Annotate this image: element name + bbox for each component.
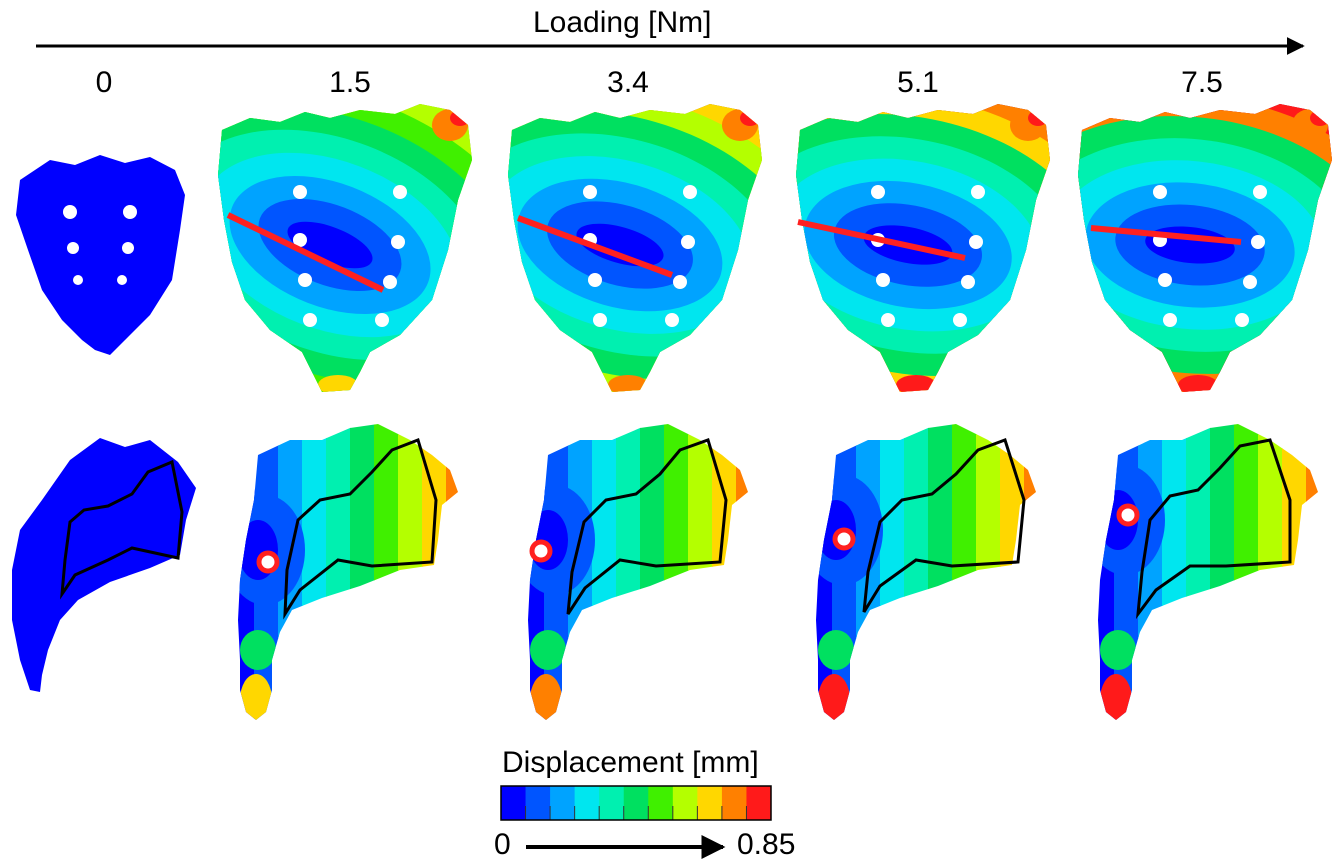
panel-1-5-axis-line [226,212,385,293]
loading-value-1-5: 1.5 [329,66,371,99]
panel-3-4-region-outline [566,438,728,615]
legend-frame [500,785,772,821]
panel-7-5-axis-line [1090,225,1242,245]
loading-value-5-1: 5.1 [897,66,939,99]
panel-0-side-view [12,438,196,692]
loading-value-7-5: 7.5 [1181,66,1223,99]
axis-title: Loading [Nm] [533,6,712,39]
panel-3-4-axis-line [516,215,674,278]
legend-colorbar [501,786,772,820]
legend-title: Displacement [mm] [502,746,759,779]
legend-color-cell [501,786,527,820]
legend-min-label: 0 [494,828,511,861]
panel-0-front-view [16,155,185,355]
panel-3-4-side-view [528,424,748,720]
legend-color-cell [525,786,551,820]
panel-3-4-marker [529,539,553,563]
panel-5-1-marker [832,527,856,551]
legend-color-cell [697,786,723,820]
panel-1-5-side-view [238,424,458,720]
legend-color-cell [599,786,625,820]
loading-value-3-4: 3.4 [607,66,649,99]
panel-7-5-marker [1116,503,1140,527]
legend-color-cell [623,786,649,820]
legend-color-cell [672,786,698,820]
panel-5-1-region-outline [862,438,1026,613]
panel-7-5-region-outline [1136,438,1292,620]
legend-color-cell [574,786,600,820]
panel-5-1-axis-line [797,219,966,261]
panel-7-5-side-view [1098,424,1318,720]
legend-color-cell [648,786,674,820]
legend-color-cell [721,786,747,820]
legend-color-cell [550,786,576,820]
legend-color-cell [746,786,772,820]
loading-value-0: 0 [95,66,113,99]
panel-5-1-side-view [816,424,1036,720]
legend-max-label: 0.85 [737,828,796,861]
panel-1-5-marker [256,550,280,574]
panel-1-5-region-outline [283,438,438,620]
panel-0-region-outline [60,459,184,600]
